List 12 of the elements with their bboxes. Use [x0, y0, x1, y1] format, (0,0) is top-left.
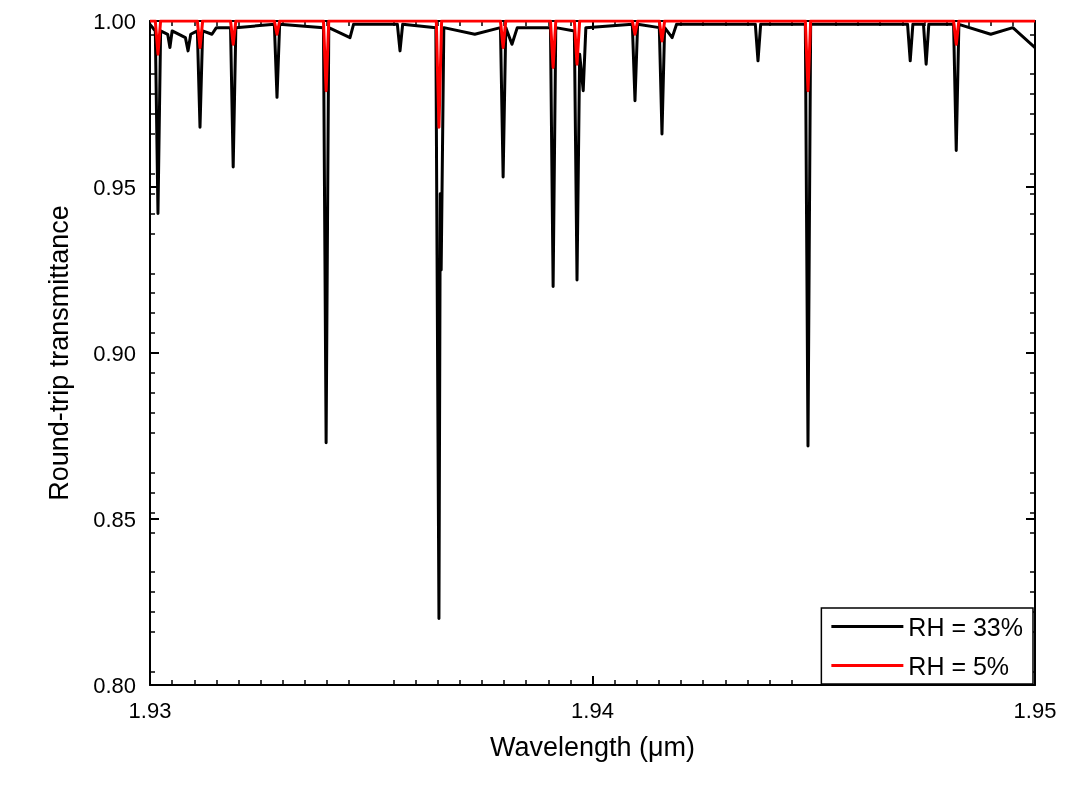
y-tick-label: 0.85 — [93, 506, 136, 532]
legend-label: RH = 33% — [908, 612, 1023, 641]
y-tick-label: 0.95 — [93, 174, 136, 200]
x-tick-label: 1.94 — [571, 697, 614, 723]
legend-label: RH = 5% — [908, 651, 1010, 680]
y-tick-label: 0.90 — [93, 340, 136, 366]
x-axis-title: Wavelength (μm) — [489, 731, 696, 762]
y-axis-title: Round-trip transmittance — [43, 205, 74, 501]
x-tick-label: 1.95 — [1013, 697, 1057, 723]
x-tick-label: 1.93 — [128, 697, 172, 723]
y-tick-label: 0.80 — [93, 672, 136, 698]
y-tick-label: 1.00 — [93, 8, 136, 34]
